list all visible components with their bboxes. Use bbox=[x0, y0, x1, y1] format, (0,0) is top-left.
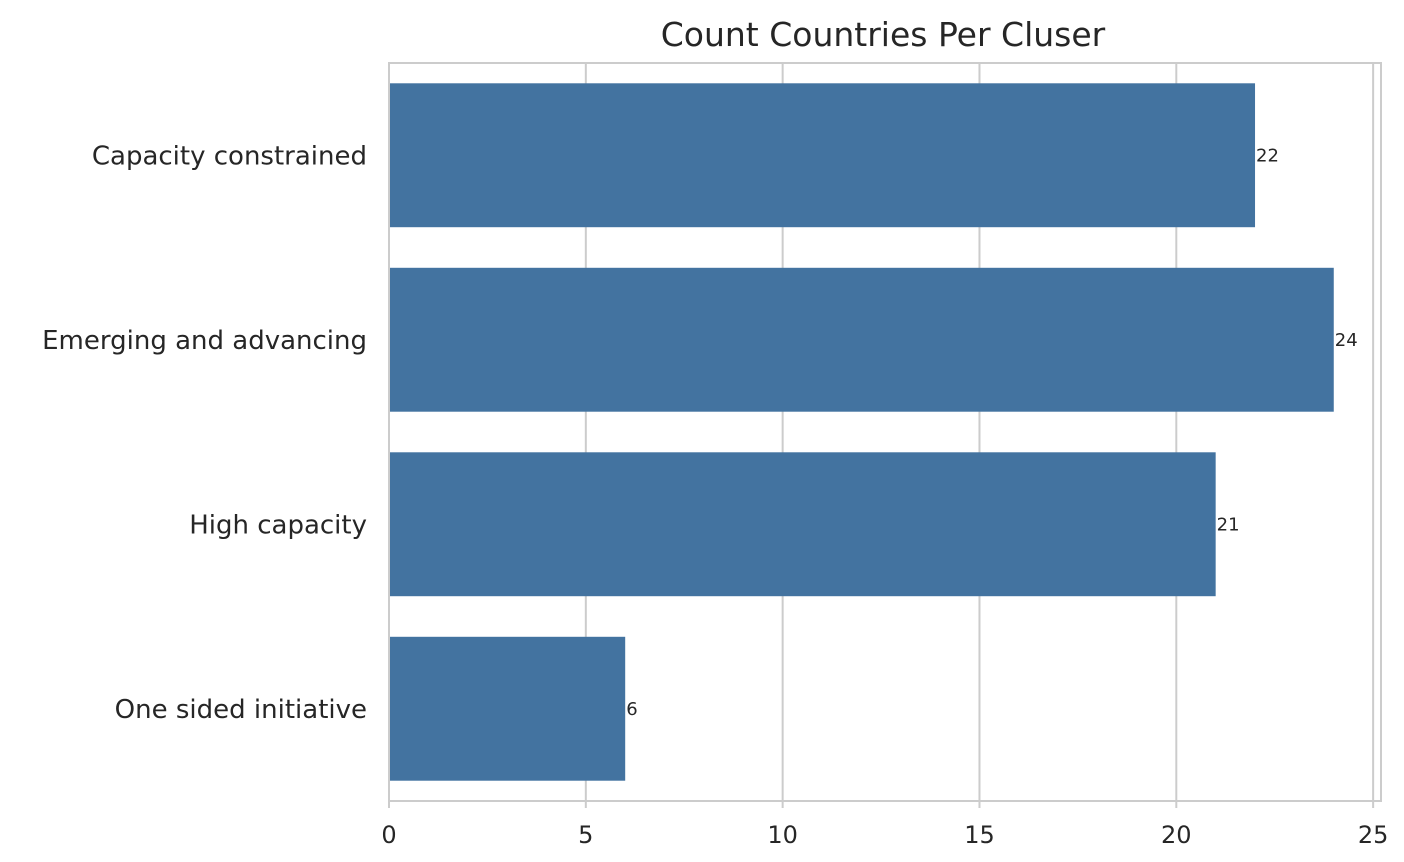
category-labels: Capacity constrained Emerging and advanci… bbox=[42, 141, 367, 725]
x-axis-ticks: 0 5 10 15 20 25 bbox=[381, 801, 1388, 849]
data-label: 22 bbox=[1256, 145, 1279, 166]
bars bbox=[389, 83, 1334, 781]
x-tick-label: 10 bbox=[767, 821, 798, 849]
x-tick-label: 5 bbox=[578, 821, 593, 849]
data-label: 6 bbox=[626, 699, 637, 720]
bar bbox=[389, 83, 1256, 228]
data-label: 21 bbox=[1217, 514, 1240, 535]
x-tick-label: 15 bbox=[964, 821, 995, 849]
chart-title: Count Countries Per Cluser bbox=[661, 15, 1106, 54]
x-tick-label: 20 bbox=[1161, 821, 1192, 849]
category-label: High capacity bbox=[189, 510, 367, 540]
x-tick-label: 0 bbox=[381, 821, 396, 849]
category-label: One sided initiative bbox=[115, 695, 367, 725]
data-labels: 22 24 21 6 bbox=[626, 145, 1357, 720]
category-label: Emerging and advancing bbox=[42, 326, 367, 356]
plot-frame bbox=[388, 62, 1382, 802]
data-label: 24 bbox=[1335, 330, 1358, 351]
category-label: Capacity constrained bbox=[92, 141, 367, 171]
bar bbox=[389, 452, 1216, 597]
x-tick-label: 25 bbox=[1358, 821, 1389, 849]
bar bbox=[389, 267, 1334, 412]
bar bbox=[389, 636, 626, 781]
